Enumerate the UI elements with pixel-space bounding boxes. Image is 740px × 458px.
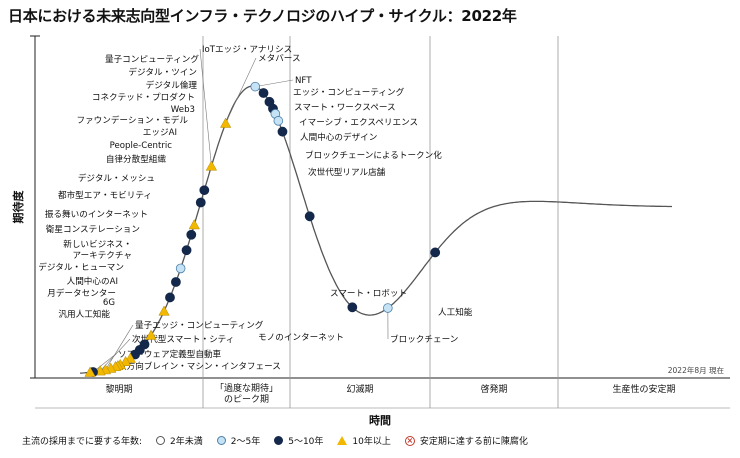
label-leader-line [105, 324, 134, 370]
tech-Web3-marker [181, 245, 192, 256]
tech-人間中心のデザイン-label: 人間中心のデザイン [300, 131, 377, 143]
tech-デジタル-ヒューマン-marker [119, 355, 132, 367]
tech-デジタル倫理-label: デジタル倫理 [146, 79, 198, 91]
tech-月データセンター-label: 月データセンター [47, 287, 116, 299]
phase-label-p4: 啓発期 [480, 383, 507, 395]
tech-Web3-label: Web3 [171, 105, 195, 115]
tech-量子コンピューティング-marker [188, 219, 200, 230]
label-leader-line [255, 79, 294, 87]
phase-labels: 黎明期 「過度な期待」のピーク期 幻滅期 啓発期 生産性の安定期 [105, 382, 675, 405]
legend-title: 主流の採用までに要する年数: [22, 437, 143, 447]
tech-スマート-ワークスペース-label: スマート・ワークスペース [294, 102, 396, 113]
navy-circle-icon [274, 436, 284, 445]
hype-cycle-chart: 期待度 時間 2022年8月 現在 黎明期 「過度な期待」のピーク期 幻滅期 啓発期 生… [11, 35, 730, 427]
tech-ブロックチェーンによるトークン化-label: ブロックチェーンによるトークン化 [305, 149, 442, 161]
tech-次世代型スマート-シティ-label: 次世代型スマート・シティ [132, 333, 234, 345]
tech-ファウンデーション-モデル-label: ファウンデーション・モデル [76, 114, 188, 126]
tech-モノのインターネット-label: モノのインターネット [258, 332, 344, 343]
tech-都市型エア-モビリティ-label: 都市型エア・モビリティ [58, 189, 152, 201]
tech-人間中心のAI-label: 人間中心のAI [67, 275, 118, 287]
tech-次世代型リアル店舗-label: 次世代型リアル店舗 [308, 166, 386, 178]
tech-IoTエッジ-アナリシス-marker [205, 160, 218, 171]
legend: 主流の採用までに要する年数: 2年未満 2〜5年 5〜10年 10年以上 × 安… [22, 434, 542, 447]
tech-デジタル-ツイン-label: デジタル・ツイン [128, 66, 197, 78]
legend-item-over-10-years: 10年以上 [337, 434, 391, 447]
legend-label: 5〜10年 [288, 437, 324, 447]
tech-コネクテッド-プロダクト-marker [186, 229, 197, 240]
label-leader-line [199, 48, 212, 167]
legend-label: 2年未満 [170, 437, 203, 447]
tech-次世代型リアル店舗-marker [277, 126, 288, 137]
tech-エッジAI-marker [171, 277, 181, 287]
tech-ブロックチェーン-label: ブロックチェーン [390, 333, 458, 345]
legend-item-5-10-years: 5〜10年 [274, 434, 323, 447]
tech-スマート-ロボット-label: スマート・ロボット [330, 288, 407, 299]
tech-イマーシブ-エクスペリエンス-label: イマーシブ・エクスペリエンス [299, 116, 418, 128]
light-blue-circle-icon [216, 436, 226, 445]
date-note: 2022年8月 現在 [668, 365, 725, 375]
x-axis-label: 時間 [369, 413, 391, 427]
tech-NFT-marker [250, 81, 261, 92]
phase-label-p5: 生産性の安定期 [612, 383, 675, 395]
tech-自律分散型組織-label: 自律分散型組織 [106, 153, 167, 165]
tech-デジタル-メッシュ-label: デジタル・メッシュ [78, 172, 155, 184]
tech-振る舞いのインターネット-label: 振る舞いのインターネット [45, 208, 148, 220]
tech-双方向ブレイン-マシン-インタフェース-label: 双方向ブレイン・マシン・インタフェース [118, 360, 281, 372]
phase-label-p1: 黎明期 [105, 383, 132, 395]
tech-量子エッジ-コンピューティング-label: 量子エッジ・コンピューティング [135, 319, 264, 331]
tech-エッジAI-label: エッジAI [143, 128, 177, 138]
tech-人工知能-label: 人工知能 [438, 306, 473, 318]
tech-People-Centric-marker [165, 292, 175, 303]
chart-title: 日本における未来志向型インフラ・テクノロジのハイプ・サイクル：2022年 [8, 7, 517, 25]
tech-新しいビジネス-アーキテクチャ-label: 新しいビジネス・ [63, 238, 132, 250]
legend-label: 安定期に達する前に陳腐化 [419, 437, 528, 447]
tech-6G-label: 6G [103, 298, 115, 308]
tech-ブロックチェーン-marker [383, 303, 393, 313]
tech-新しいビジネス-アーキテクチャ-label-line2: アーキテクチャ [72, 250, 132, 261]
tech-コネクテッド-プロダクト-label: コネクテッド・プロダクト [92, 91, 195, 103]
legend-label: 10年以上 [352, 437, 391, 447]
tech-デジタル-ヒューマン-label: デジタル・ヒューマン [38, 261, 124, 273]
label-leader-line [225, 57, 257, 124]
tech-NFT-label: NFT [295, 76, 312, 86]
tech-モノのインターネット-marker [347, 302, 358, 313]
tech-量子コンピューティング-label: 量子コンピューティング [105, 53, 199, 65]
tech-双方向ブレイン-マシン-インタフェース-marker [84, 366, 96, 377]
tech-ファウンデーション-モデル-marker [175, 263, 186, 274]
tech-メタバース-label: メタバース [258, 53, 301, 64]
tech-IoTエッジ-アナリシス-label: IoTエッジ・アナリシス [202, 44, 292, 55]
tech-エッジ-コンピューティング-label: エッジ・コンピューティング [293, 86, 405, 98]
red-x-circle-icon: × [404, 435, 415, 446]
tech-デジタル倫理-marker [199, 185, 210, 196]
tech-人工知能-marker [430, 247, 441, 258]
tech-デジタル-ツイン-marker [195, 197, 206, 208]
legend-item-2-5-years: 2〜5年 [216, 434, 261, 447]
tech-汎用人工知能-label: 汎用人工知能 [58, 308, 110, 320]
phase-label-p3: 幻滅期 [346, 383, 373, 395]
legend-item-under-2-years: 2年未満 [156, 434, 203, 447]
white-circle-icon [156, 436, 166, 445]
legend-item-obsolete: × 安定期に達する前に陳腐化 [404, 434, 528, 447]
tech-People-Centric-label: People-Centric [110, 141, 173, 151]
technology-markers [84, 81, 441, 377]
y-axis-label: 期待度 [11, 190, 25, 224]
phase-dividers [202, 36, 559, 408]
phase-label-p2: 「過度な期待」 [215, 382, 278, 394]
tech-衛星コンステレーション-label: 衛星コンステレーション [46, 223, 140, 235]
legend-label: 2〜5年 [230, 437, 261, 447]
tech-ブロックチェーンによるトークン化-marker [273, 116, 284, 126]
tech-デジタル-メッシュ-marker [145, 329, 157, 340]
yellow-triangle-icon [337, 436, 348, 445]
chart-frame [30, 35, 730, 409]
tech-スマート-ロボット-marker [304, 211, 315, 222]
tech-メタバース-marker [220, 117, 232, 128]
tech-エッジ-コンピューティング-marker [258, 88, 269, 98]
phase-label-p2-line2: のピーク期 [224, 394, 269, 405]
hype-curve [80, 85, 672, 374]
tech-自律分散型組織-marker [158, 305, 170, 316]
